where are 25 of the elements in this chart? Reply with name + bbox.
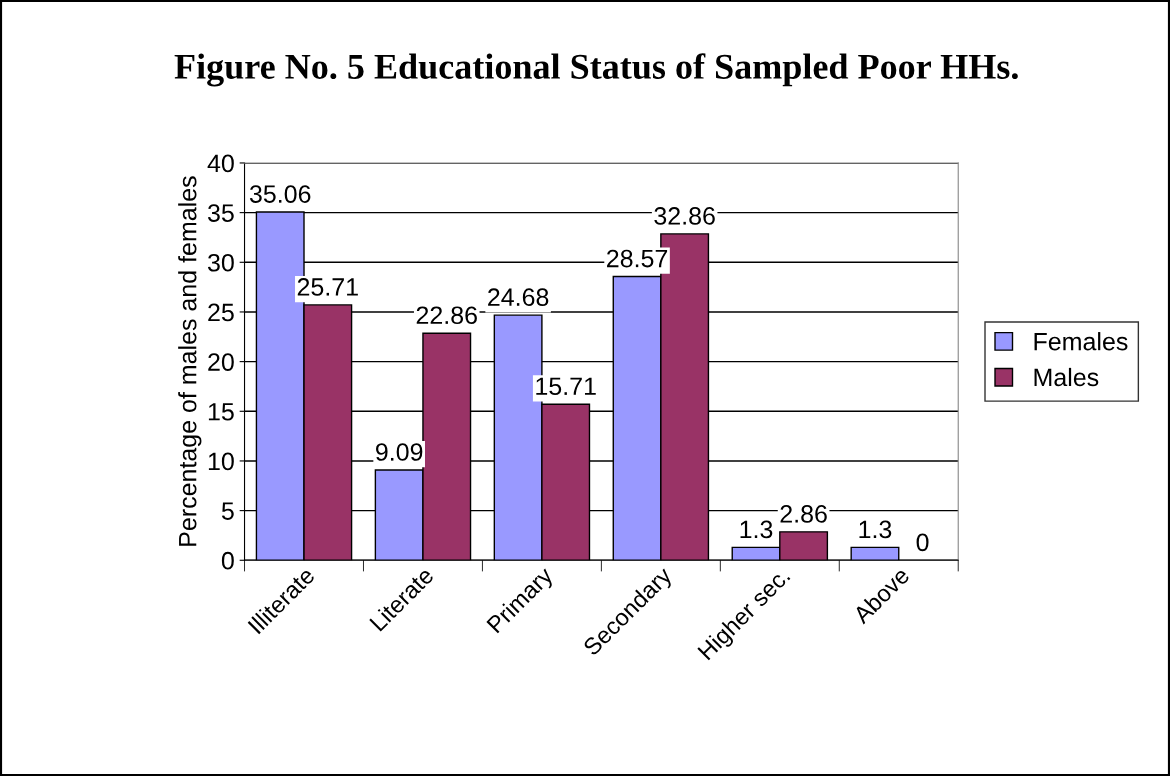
y-tick-label: 5 xyxy=(221,502,234,520)
y-tick-label: 0 xyxy=(221,551,234,570)
legend-label: Females xyxy=(1034,332,1128,351)
data-label: 22.86 xyxy=(416,306,477,325)
y-tick-label: 25 xyxy=(208,303,234,322)
data-label: 28.57 xyxy=(607,249,668,268)
chart-title: Figure No. 5 Educational Status of Sampled Poor HHs. xyxy=(174,53,1018,87)
y-tick-label: 30 xyxy=(207,253,234,272)
data-label: 9.09 xyxy=(376,443,423,461)
data-label: 0 xyxy=(916,533,929,552)
data-label: 2.86 xyxy=(780,505,827,523)
data-label: 25.71 xyxy=(297,278,358,296)
y-tick-label: 20 xyxy=(208,353,234,371)
y-tick-label: 10 xyxy=(208,452,234,471)
data-label: 35.06 xyxy=(249,185,311,203)
data-label: 1.3 xyxy=(740,520,773,539)
data-label: 32.86 xyxy=(654,207,715,225)
y-axis-title: Percentage of males and females xyxy=(178,176,202,546)
data-label: 15.71 xyxy=(536,377,596,396)
legend-label: Males xyxy=(1034,367,1099,387)
data-label: 1.3 xyxy=(859,520,892,539)
y-tick-label: 35 xyxy=(207,204,234,222)
y-tick-label: 40 xyxy=(207,154,234,173)
y-tick-label: 15 xyxy=(208,403,234,421)
data-label: 24.68 xyxy=(488,288,549,307)
